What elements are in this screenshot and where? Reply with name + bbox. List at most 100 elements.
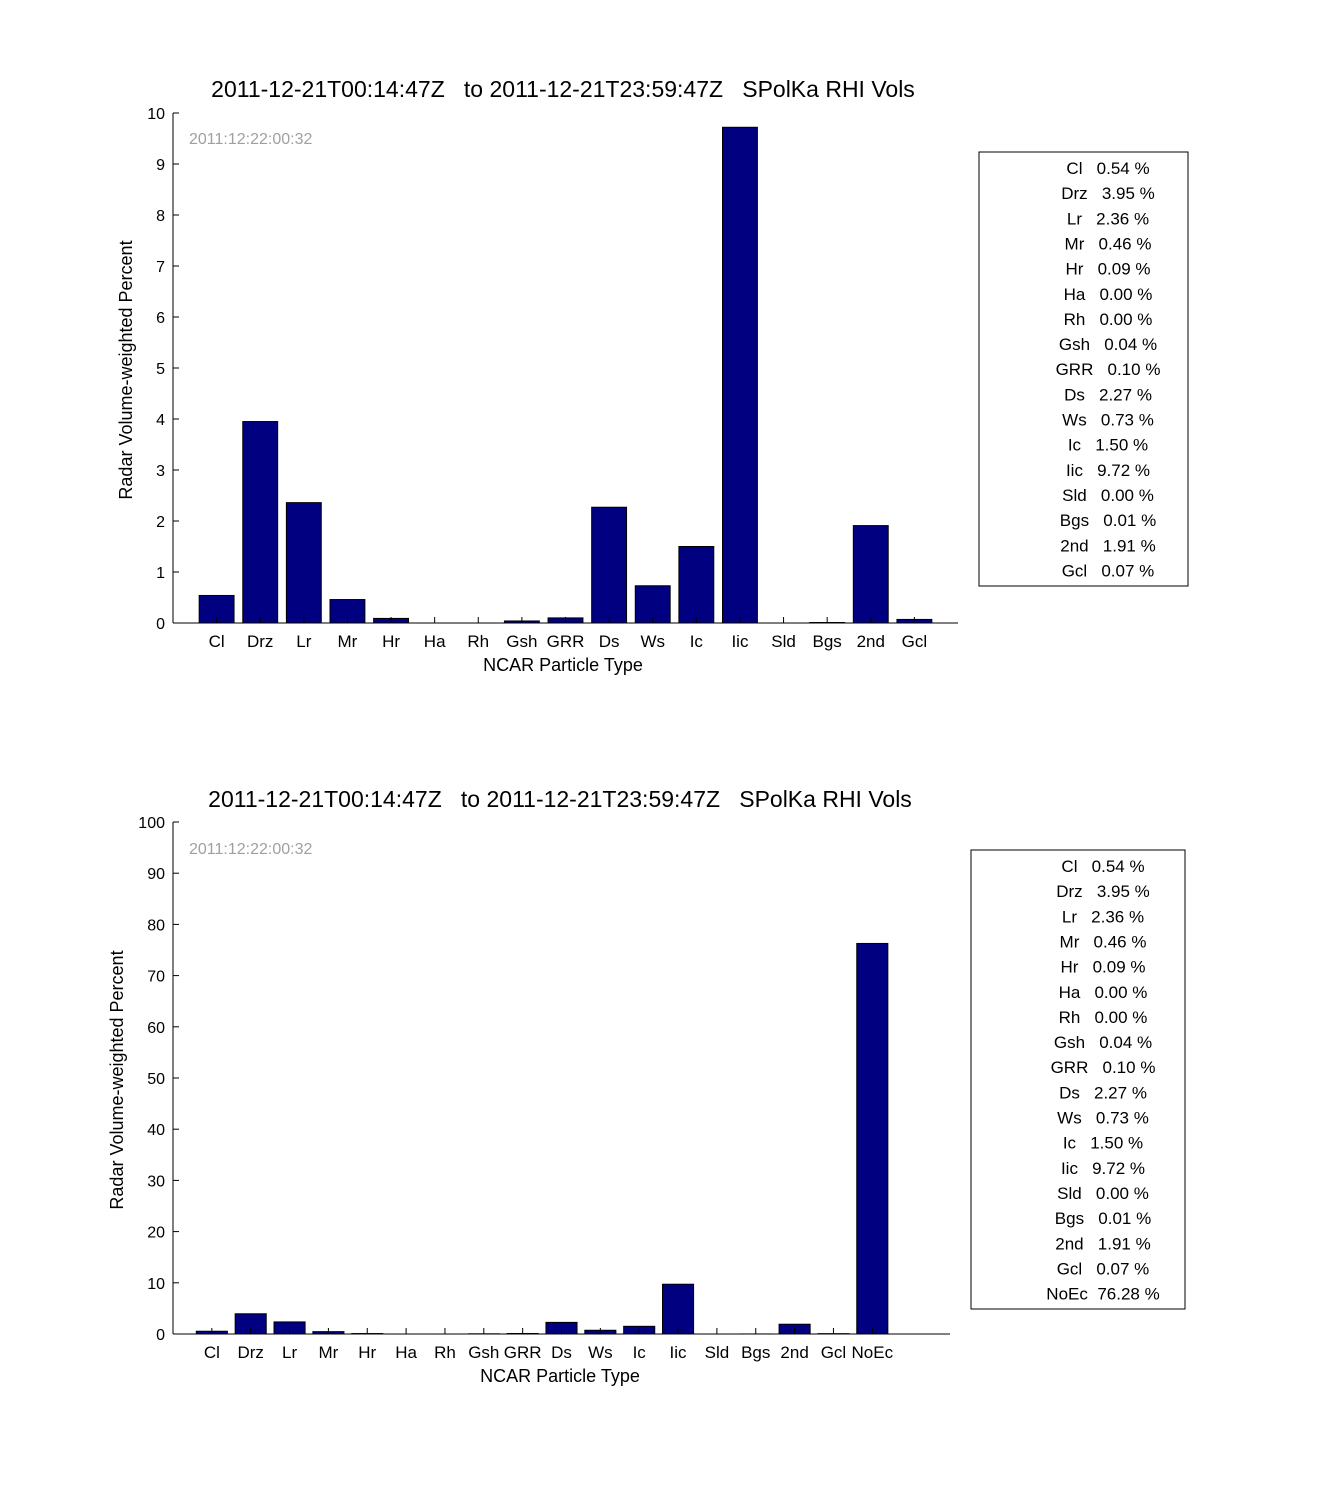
x-tick-label: Bgs bbox=[813, 632, 842, 651]
legend-entry: Hr 0.09 % bbox=[1065, 260, 1150, 279]
y-tick-label: 100 bbox=[138, 815, 165, 832]
y-tick-label: 10 bbox=[147, 1276, 165, 1293]
legend-entry: Rh 0.00 % bbox=[1059, 1008, 1148, 1027]
legend-entry: Ic 1.50 % bbox=[1068, 436, 1148, 455]
legend-entry: 2nd 1.91 % bbox=[1055, 1234, 1150, 1253]
legend-entry: Ds 2.27 % bbox=[1059, 1083, 1147, 1102]
legend-entry: Sld 0.00 % bbox=[1062, 486, 1154, 505]
x-tick-label: Lr bbox=[296, 632, 311, 651]
y-tick-label: 10 bbox=[147, 106, 165, 123]
x-tick-label: Gcl bbox=[821, 1343, 847, 1362]
legend-entry: Bgs 0.01 % bbox=[1060, 511, 1156, 530]
y-tick-label: 3 bbox=[156, 463, 165, 480]
x-tick-label: Gsh bbox=[506, 632, 537, 651]
legend-entry: Rh 0.00 % bbox=[1064, 310, 1153, 329]
x-tick-label: Ic bbox=[690, 632, 704, 651]
y-tick-label: 8 bbox=[156, 208, 165, 225]
legend-entry: Lr 2.36 % bbox=[1062, 907, 1144, 926]
x-tick-label: Mr bbox=[318, 1343, 338, 1362]
legend-entry: Ds 2.27 % bbox=[1064, 385, 1152, 404]
y-axis-label: Radar Volume-weighted Percent bbox=[116, 240, 136, 499]
legend-entry: Ha 0.00 % bbox=[1064, 285, 1153, 304]
x-tick-label: Drz bbox=[237, 1343, 263, 1362]
y-tick-label: 0 bbox=[156, 616, 165, 633]
legend-entry: Ws 0.73 % bbox=[1057, 1109, 1149, 1128]
x-tick-label: Sld bbox=[771, 632, 796, 651]
legend-entry: Ws 0.73 % bbox=[1062, 411, 1154, 430]
bar-ic bbox=[678, 546, 715, 624]
y-tick-label: 70 bbox=[147, 969, 165, 986]
timestamp-annotation: 2011:12:22:00:32 bbox=[189, 131, 312, 148]
x-tick-label: Gsh bbox=[468, 1343, 499, 1362]
legend-entry: Mr 0.46 % bbox=[1060, 932, 1147, 951]
x-tick-label: Sld bbox=[705, 1343, 730, 1362]
bar-lr bbox=[285, 502, 322, 624]
legend-entry: Drz 3.95 % bbox=[1061, 184, 1155, 203]
x-tick-label: Hr bbox=[382, 632, 400, 651]
x-tick-label: Ws bbox=[588, 1343, 613, 1362]
timestamp-annotation: 2011:12:22:00:32 bbox=[189, 841, 312, 858]
x-tick-label: GRR bbox=[547, 632, 585, 651]
legend-entry: GRR 0.10 % bbox=[1056, 360, 1161, 379]
legend-entry: Iic 9.72 % bbox=[1061, 1159, 1145, 1178]
y-tick-label: 90 bbox=[147, 866, 165, 883]
legend-entry: Lr 2.36 % bbox=[1067, 209, 1149, 228]
x-tick-label: Rh bbox=[467, 632, 489, 651]
x-tick-label: 2nd bbox=[857, 632, 885, 651]
x-tick-label: Ic bbox=[633, 1343, 647, 1362]
bar-noec bbox=[856, 942, 889, 1335]
y-tick-label: 7 bbox=[156, 259, 165, 276]
x-tick-label: Cl bbox=[204, 1343, 220, 1362]
chart-title: 2011-12-21T00:14:47Z to 2011-12-21T23:59… bbox=[208, 786, 912, 812]
legend-entry: GRR 0.10 % bbox=[1051, 1058, 1156, 1077]
x-tick-label: Mr bbox=[338, 632, 358, 651]
legend-entry: Cl 0.54 % bbox=[1061, 857, 1144, 876]
legend-entry: Iic 9.72 % bbox=[1066, 461, 1150, 480]
y-tick-label: 50 bbox=[147, 1071, 165, 1088]
x-tick-label: Ws bbox=[640, 632, 665, 651]
x-tick-label: Ha bbox=[424, 632, 446, 651]
bar-2nd bbox=[852, 525, 889, 624]
legend-box bbox=[978, 151, 1189, 587]
x-tick-label: NoEc bbox=[852, 1343, 894, 1362]
x-tick-label: Gcl bbox=[902, 632, 928, 651]
x-tick-label: Drz bbox=[247, 632, 273, 651]
legend-box bbox=[970, 849, 1186, 1310]
x-axis-label: NCAR Particle Type bbox=[480, 1366, 640, 1386]
x-tick-label: 2nd bbox=[780, 1343, 808, 1362]
legend-entry: Cl 0.54 % bbox=[1066, 159, 1149, 178]
y-tick-label: 2 bbox=[156, 514, 165, 531]
legend-entry: Drz 3.95 % bbox=[1056, 882, 1150, 901]
x-tick-label: Iic bbox=[731, 632, 749, 651]
y-tick-label: 60 bbox=[147, 1020, 165, 1037]
x-tick-label: GRR bbox=[504, 1343, 542, 1362]
bar-iic bbox=[662, 1283, 695, 1335]
x-tick-label: Cl bbox=[209, 632, 225, 651]
legend-entry: Sld 0.00 % bbox=[1057, 1184, 1149, 1203]
legend-entry: Mr 0.46 % bbox=[1065, 234, 1152, 253]
y-tick-label: 1 bbox=[156, 565, 165, 582]
legend-entry: Ic 1.50 % bbox=[1063, 1134, 1143, 1153]
bar-ds bbox=[591, 506, 628, 624]
x-tick-label: Ha bbox=[395, 1343, 417, 1362]
bar-ws bbox=[634, 585, 671, 624]
x-tick-label: Ds bbox=[551, 1343, 572, 1362]
legend-entry: Ha 0.00 % bbox=[1059, 983, 1148, 1002]
y-tick-label: 80 bbox=[147, 917, 165, 934]
legend-entry: Gsh 0.04 % bbox=[1059, 335, 1157, 354]
x-tick-label: Hr bbox=[358, 1343, 376, 1362]
y-tick-label: 0 bbox=[156, 1327, 165, 1344]
legend-entry: Bgs 0.01 % bbox=[1055, 1209, 1151, 1228]
bar-drz bbox=[242, 421, 279, 624]
legend-entry: Gsh 0.04 % bbox=[1054, 1033, 1152, 1052]
legend-entry: NoEc 76.28 % bbox=[1046, 1285, 1159, 1304]
y-tick-label: 6 bbox=[156, 310, 165, 327]
y-axis-label: Radar Volume-weighted Percent bbox=[107, 950, 127, 1209]
legend-entry: Hr 0.09 % bbox=[1060, 958, 1145, 977]
y-tick-label: 9 bbox=[156, 157, 165, 174]
y-tick-label: 4 bbox=[156, 412, 165, 429]
x-tick-label: Ds bbox=[599, 632, 620, 651]
top-chart: 2011-12-21T00:14:47Z to 2011-12-21T23:59… bbox=[116, 76, 1189, 675]
legend-entry: Gcl 0.07 % bbox=[1062, 561, 1155, 580]
